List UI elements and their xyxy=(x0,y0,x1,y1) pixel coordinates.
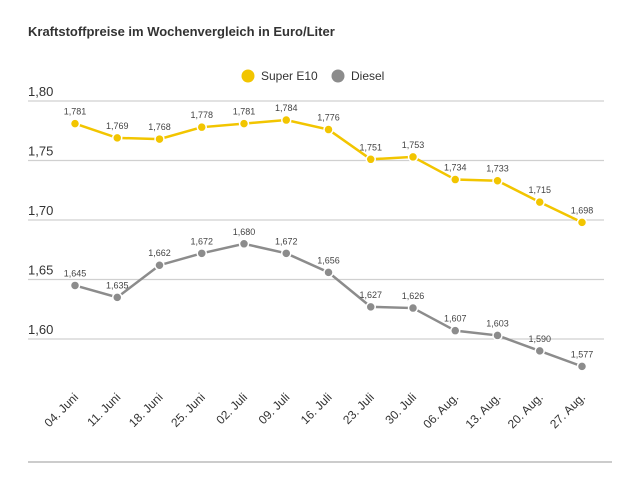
y-tick-label: 1,60 xyxy=(28,322,53,337)
y-tick-label: 1,70 xyxy=(28,203,53,218)
data-point xyxy=(323,267,334,278)
x-tick-label: 18. Juni xyxy=(126,390,166,430)
x-tick-label: 09. Juli xyxy=(256,390,293,427)
y-tick-label: 1,65 xyxy=(28,263,53,278)
value-label: 1,577 xyxy=(571,349,594,359)
chart-title: Kraftstoffpreise im Wochenvergleich in E… xyxy=(28,24,335,39)
data-point xyxy=(407,151,419,163)
x-tick-label: 04. Juni xyxy=(42,390,82,430)
data-point xyxy=(323,124,334,135)
y-tick-label: 1,80 xyxy=(28,84,53,99)
value-label: 1,626 xyxy=(402,291,425,301)
x-tick-label: 27. Aug. xyxy=(547,390,588,431)
x-tick-label: 11. Juni xyxy=(84,390,123,429)
data-point xyxy=(69,280,81,291)
data-point xyxy=(154,133,165,145)
data-point xyxy=(492,330,503,341)
data-point xyxy=(238,118,250,129)
value-label: 1,778 xyxy=(190,110,213,120)
value-label: 1,627 xyxy=(359,290,382,300)
data-point xyxy=(281,114,292,126)
legend-label: Diesel xyxy=(351,69,384,83)
value-label: 1,715 xyxy=(528,185,551,195)
value-label: 1,734 xyxy=(444,163,467,173)
data-point xyxy=(69,118,81,129)
value-label: 1,645 xyxy=(64,268,87,278)
value-label: 1,590 xyxy=(528,334,551,344)
data-point xyxy=(450,174,461,185)
value-label: 1,607 xyxy=(444,314,467,324)
value-label: 1,672 xyxy=(275,236,298,246)
value-label: 1,769 xyxy=(106,121,129,131)
x-tick-label: 06. Aug. xyxy=(420,390,461,431)
value-label: 1,672 xyxy=(190,236,213,246)
data-point xyxy=(238,238,250,250)
value-label: 1,781 xyxy=(64,107,87,117)
x-tick-label: 16. Juli xyxy=(298,390,335,427)
x-tick-label: 23. Juli xyxy=(340,390,377,427)
data-point xyxy=(112,132,123,144)
data-point xyxy=(492,175,503,186)
data-point xyxy=(450,325,461,336)
value-label: 1,776 xyxy=(317,113,340,123)
value-label: 1,784 xyxy=(275,103,298,113)
value-label: 1,698 xyxy=(571,205,594,215)
x-tick-label: 13. Aug. xyxy=(463,390,504,431)
x-tick-label: 30. Juli xyxy=(382,390,419,427)
data-point xyxy=(365,301,376,313)
value-label: 1,768 xyxy=(148,122,171,132)
data-point xyxy=(576,217,588,228)
value-label: 1,635 xyxy=(106,280,129,290)
data-point xyxy=(534,345,545,357)
data-point xyxy=(196,121,207,133)
x-tick-label: 20. Aug. xyxy=(505,390,546,431)
data-point xyxy=(576,361,588,372)
value-label: 1,656 xyxy=(317,255,340,265)
data-point xyxy=(154,259,165,271)
value-label: 1,753 xyxy=(402,140,425,150)
y-tick-label: 1,75 xyxy=(28,144,53,159)
value-label: 1,751 xyxy=(359,142,382,152)
x-tick-label: 02. Juli xyxy=(213,390,250,427)
data-point xyxy=(196,248,207,259)
value-label: 1,603 xyxy=(486,318,509,328)
data-point xyxy=(112,292,123,303)
value-label: 1,680 xyxy=(233,227,256,237)
x-tick-label: 25. Juni xyxy=(168,390,208,430)
legend-marker xyxy=(241,69,255,83)
data-point xyxy=(281,248,292,259)
data-point xyxy=(407,302,419,314)
data-point xyxy=(534,196,545,208)
value-label: 1,781 xyxy=(233,107,256,117)
data-point xyxy=(365,154,376,165)
legend-label: Super E10 xyxy=(261,69,318,83)
value-label: 1,733 xyxy=(486,164,509,174)
value-label: 1,662 xyxy=(148,248,171,258)
legend-marker xyxy=(331,69,345,83)
